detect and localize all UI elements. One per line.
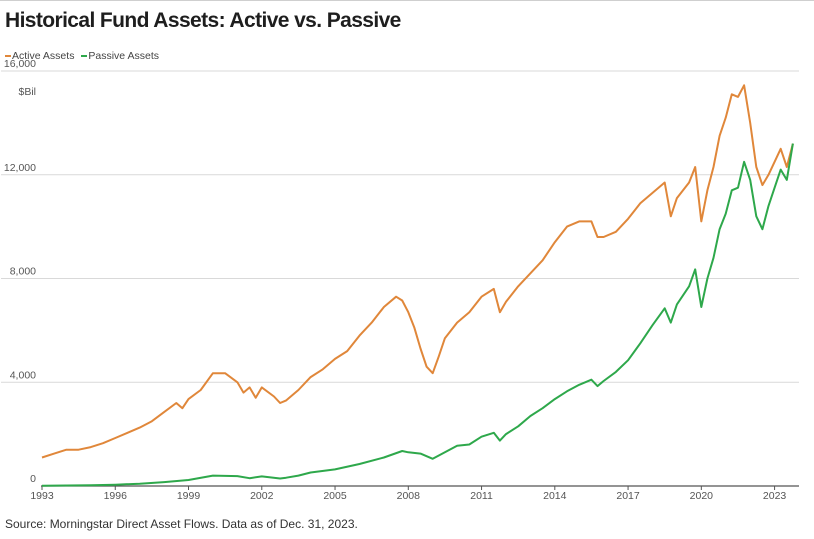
series-lines [41, 84, 794, 487]
y-axis: 0 4,000 8,000 12,000 16,000 [4, 58, 36, 485]
x-tick-label: 1996 [104, 490, 128, 502]
x-tick-label: 2023 [763, 490, 787, 502]
x-axis: 1993 1996 1999 2002 2005 2008 2011 2014 2017 2020… [30, 485, 799, 502]
x-tick-label: 1999 [177, 490, 201, 502]
y-tick-label: 12,000 [4, 162, 36, 174]
top-rule [0, 0, 814, 1]
legend-label-active: Active Assets [12, 50, 75, 62]
legend-swatch-passive [81, 55, 88, 58]
source-note: Source: Morningstar Direct Asset Flows. … [5, 517, 358, 531]
y-tick-label: 8,000 [10, 266, 36, 278]
x-tick-label: 1993 [30, 490, 54, 502]
x-tick-label: 2017 [616, 490, 640, 502]
x-tick-label: 2005 [323, 490, 347, 502]
legend: Active Assets Passive Assets [5, 50, 163, 62]
y-axis-unit: $Bil [18, 86, 36, 98]
x-tick-label: 2011 [470, 490, 493, 502]
legend-label-passive: Passive Assets [88, 50, 159, 62]
legend-item-active: Active Assets [5, 50, 74, 62]
x-tick-label: 2008 [397, 490, 421, 502]
legend-swatch-active [5, 55, 11, 58]
legend-item-passive: Passive Assets [81, 50, 159, 62]
grid [1, 70, 799, 383]
y-tick-label: 0 [30, 473, 36, 485]
passive-assets-line [41, 143, 794, 487]
chart-title: Historical Fund Assets: Active vs. Passi… [5, 9, 401, 32]
x-tick-label: 2002 [250, 490, 274, 502]
active-assets-line [41, 84, 794, 459]
y-tick-label: 4,000 [10, 369, 36, 381]
x-tick-label: 2014 [543, 490, 567, 502]
y-tick-label: 16,000 [4, 58, 36, 70]
x-tick-label: 2020 [690, 490, 714, 502]
